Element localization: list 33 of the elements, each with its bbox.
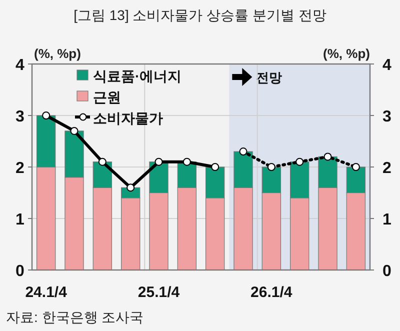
x-tick-label: 26.1/4: [250, 284, 293, 301]
y2-tick-label: 0: [382, 263, 392, 280]
point: [42, 112, 50, 120]
y-tick-label: 3: [16, 108, 25, 126]
legend-label: 소비자물가: [93, 110, 163, 126]
point: [239, 148, 248, 156]
legend-label: 근원: [93, 89, 121, 105]
point: [267, 163, 276, 171]
point: [126, 184, 135, 192]
x-tick-label: 25.1/4: [138, 284, 180, 301]
point: [324, 152, 332, 161]
legend-label: 식료품·에너지: [93, 68, 182, 84]
point: [296, 158, 304, 166]
point: [154, 158, 163, 166]
point: [70, 126, 78, 135]
annotation: 전망: [256, 70, 282, 85]
y2-tick-label: 1: [382, 212, 392, 228]
text: 자료: 한국은행 조사국: [6, 309, 144, 325]
y2-axis-title: (%, %p): [323, 46, 370, 61]
y-tick-label: 1: [16, 212, 25, 228]
y-tick-label: 2: [16, 160, 25, 177]
point: [211, 163, 220, 171]
y-axis-title: (%, %p): [34, 46, 81, 61]
chart-title: [그림 13] 소비자물가 상승률 분기별 전망: [74, 7, 326, 23]
y2-tick-label: 4: [382, 57, 392, 74]
y-tick-label: 4: [16, 57, 25, 74]
point: [98, 158, 106, 166]
x-tick-label: 24.1/4: [25, 284, 68, 301]
point: [182, 158, 191, 166]
y2-tick-label: 3: [382, 108, 392, 126]
point: [352, 163, 360, 171]
y2-tick-label: 2: [382, 160, 392, 177]
y-tick-label: 0: [16, 263, 25, 280]
